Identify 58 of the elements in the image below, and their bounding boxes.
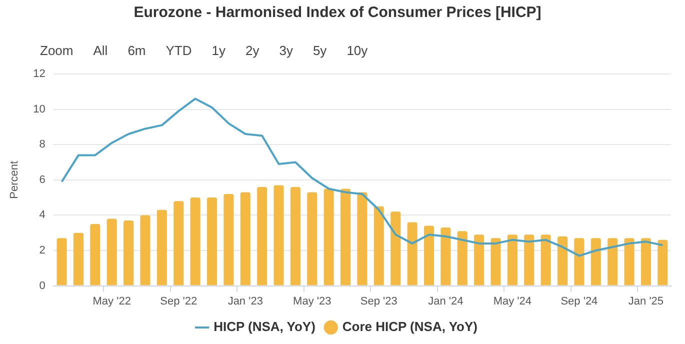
bar — [624, 238, 634, 286]
legend-label: HICP (NSA, YoY) — [214, 319, 316, 334]
y-tick-label: 0 — [39, 280, 46, 292]
bar — [307, 192, 318, 286]
bar — [174, 201, 184, 286]
x-tick-label: Jan '23 — [228, 295, 263, 308]
bar — [290, 186, 300, 286]
bar — [540, 234, 551, 286]
chart-title: Eurozone - Harmonised Index of Consumer Prices [HICP] — [134, 4, 542, 22]
range-selector: Zoom All 6m YTD 1y 2y 3y 5y 10y — [39, 42, 369, 59]
bar — [140, 215, 150, 286]
bar — [424, 226, 434, 286]
bar — [608, 238, 618, 286]
x-tick-label: Sep '23 — [360, 295, 398, 308]
bar — [407, 222, 418, 286]
bar — [106, 218, 117, 286]
x-tick-label: Jan '25 — [628, 295, 664, 308]
x-tick-label: May '24 — [493, 295, 532, 308]
x-tick-label: Jan '24 — [428, 295, 464, 308]
bar — [156, 210, 167, 286]
bar — [507, 234, 518, 286]
bar — [357, 192, 368, 286]
bar — [558, 236, 568, 286]
bar — [240, 192, 250, 286]
bar — [640, 238, 651, 286]
bar — [374, 206, 384, 286]
bar — [340, 188, 351, 286]
bar — [90, 224, 100, 286]
y-tick-label: 12 — [33, 68, 46, 80]
bar — [457, 231, 468, 286]
bar — [257, 186, 268, 286]
x-tick-label: May '22 — [92, 295, 131, 308]
legend-label: Core HICP (NSA, YoY) — [342, 319, 478, 334]
y-tick-label: 6 — [39, 174, 46, 186]
y-axis-title: Percent — [8, 160, 21, 199]
x-tick-label: Sep '22 — [160, 295, 198, 308]
bar — [474, 234, 484, 286]
bar — [490, 238, 501, 286]
bar — [274, 185, 284, 286]
bar — [73, 232, 84, 286]
bar — [190, 198, 200, 286]
bar — [224, 194, 234, 286]
x-tick-label: May '23 — [293, 295, 332, 308]
y-tick-label: 10 — [33, 103, 46, 116]
bar — [124, 220, 134, 286]
bar — [590, 238, 601, 286]
bar — [390, 212, 401, 286]
y-tick-label: 8 — [39, 138, 46, 151]
bar — [574, 238, 584, 286]
bar — [440, 228, 451, 286]
bar — [206, 198, 218, 286]
y-tick-label: 4 — [39, 209, 46, 222]
x-tick-label: Sep '24 — [560, 295, 598, 308]
bar — [658, 240, 668, 286]
y-tick-label: 2 — [39, 244, 46, 257]
bar — [524, 234, 534, 286]
bar — [324, 188, 334, 286]
bar — [56, 238, 67, 286]
